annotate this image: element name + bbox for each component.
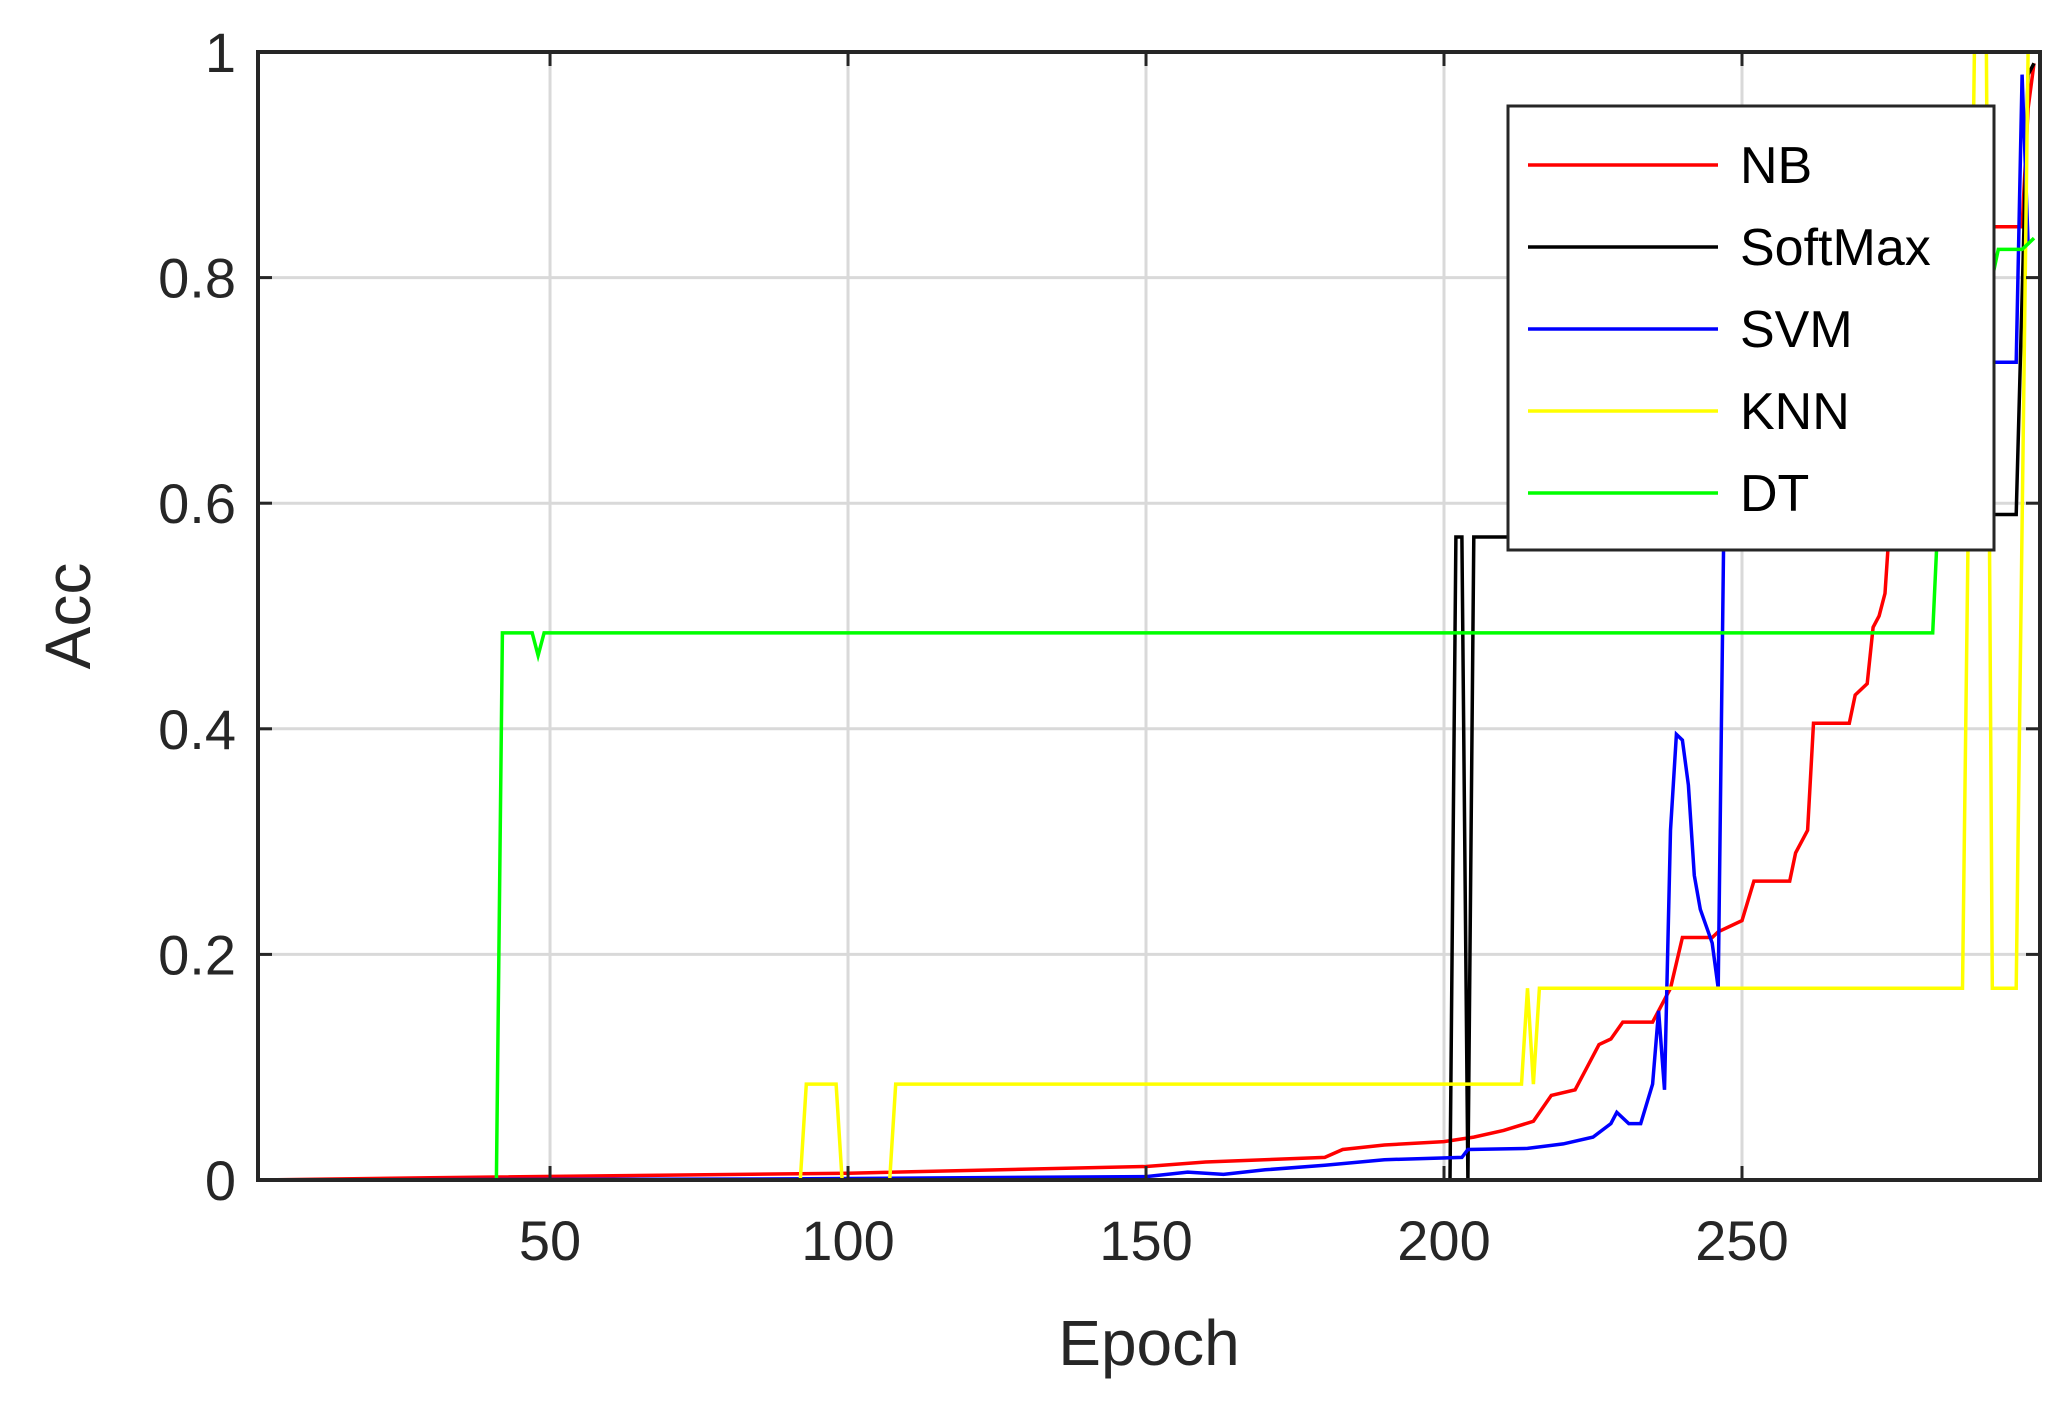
- legend-label-knn: KNN: [1740, 383, 1850, 441]
- series-line-knn: [258, 50, 2034, 1182]
- legend-label-softmax: SoftMax: [1740, 219, 1931, 277]
- x-axis-label: Epoch: [1058, 1307, 1239, 1379]
- axes-box: [256, 50, 2042, 1182]
- legend-label-nb: NB: [1740, 137, 1812, 195]
- x-tick-label: 150: [1099, 1209, 1192, 1272]
- x-tick-label: 200: [1397, 1209, 1490, 1272]
- y-tick-label: 0.8: [158, 247, 236, 310]
- legend-label-svm: SVM: [1740, 301, 1853, 359]
- y-tick-label: 0: [205, 1149, 236, 1212]
- y-tick-label: 0.4: [158, 698, 236, 761]
- y-tick-label: 0.2: [158, 923, 236, 986]
- legend: NB SoftMax SVM KNN DT: [1506, 104, 1996, 552]
- series-line-softmax: [258, 62, 2036, 1182]
- axis-ticks: 50 100 150 200 250 0 0.2 0.4 0.6 0.8 1: [158, 21, 2040, 1272]
- x-tick-label: 50: [519, 1209, 581, 1272]
- y-axis-label: Acc: [32, 563, 104, 670]
- y-tick-label: 1: [205, 21, 236, 84]
- legend-label-dt: DT: [1740, 465, 1809, 523]
- y-tick-label: 0.6: [158, 472, 236, 535]
- x-tick-label: 100: [801, 1209, 894, 1272]
- x-tick-label: 250: [1695, 1209, 1788, 1272]
